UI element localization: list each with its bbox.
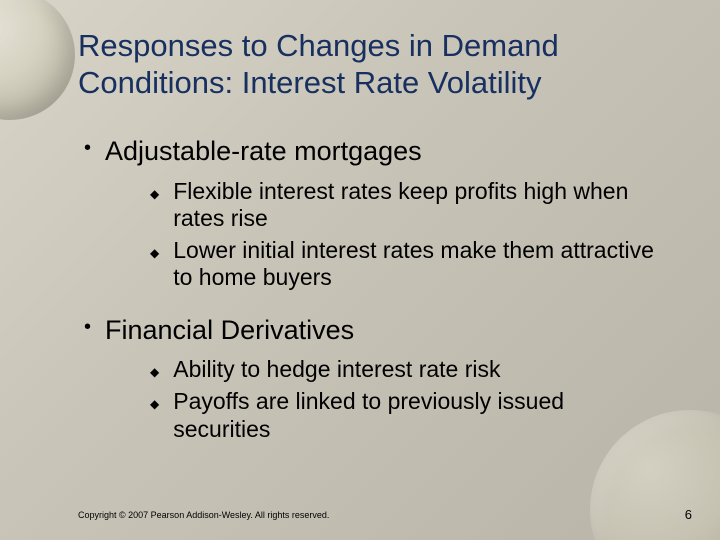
slide-title: Responses to Changes in Demand Condition… [78,28,660,101]
sub-bullet-payoffs-linked: ◆ Payoffs are linked to previously issue… [150,388,660,443]
bullet-text: Adjustable-rate mortgages [105,135,422,167]
page-number: 6 [685,507,692,522]
sub-bullet-text: Payoffs are linked to previously issued … [173,388,660,443]
sub-bullets-adjustable: ◆ Flexible interest rates keep profits h… [150,178,660,292]
copyright-text: Copyright © 2007 Pearson Addison-Wesley.… [78,510,329,520]
slide-container: Responses to Changes in Demand Condition… [0,0,720,540]
sub-bullet-text: Flexible interest rates keep profits hig… [173,178,660,233]
diamond-icon: ◆ [150,365,159,379]
sub-bullet-hedge-risk: ◆ Ability to hedge interest rate risk [150,356,660,384]
diamond-icon: ◆ [150,187,159,201]
sub-bullet-text: Ability to hedge interest rate risk [173,356,500,384]
sub-bullets-derivatives: ◆ Ability to hedge interest rate risk ◆ … [150,356,660,443]
diamond-icon: ◆ [150,397,159,411]
bullet-dot-icon: • [84,314,91,340]
diamond-icon: ◆ [150,246,159,260]
bullet-financial-derivatives: • Financial Derivatives [84,314,660,346]
bullet-dot-icon: • [84,135,91,161]
sub-bullet-flexible-rates: ◆ Flexible interest rates keep profits h… [150,178,660,233]
bullet-text: Financial Derivatives [105,314,354,346]
bullet-adjustable-rate: • Adjustable-rate mortgages [84,135,660,167]
sub-bullet-text: Lower initial interest rates make them a… [173,237,660,292]
sub-bullet-lower-initial: ◆ Lower initial interest rates make them… [150,237,660,292]
